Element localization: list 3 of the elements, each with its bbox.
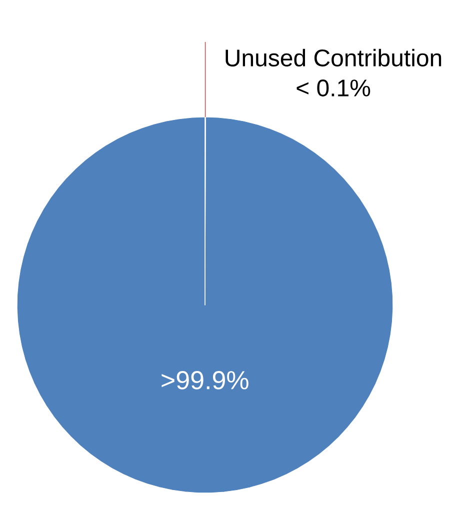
data-label: < 0.1%	[296, 79, 370, 96]
slice-label: Unused Contribution	[226, 48, 442, 66]
data-label: >99.9%	[162, 370, 248, 390]
